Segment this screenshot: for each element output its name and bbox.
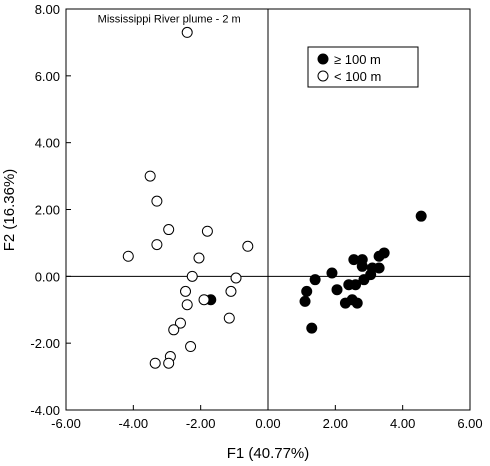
point-shallow [181,299,193,311]
x-tick-label: 4.00 [390,416,415,431]
y-tick-label: -2.00 [30,336,60,351]
point-deep [415,210,427,222]
point-deep [306,322,318,334]
x-tick-label: -4.00 [119,416,149,431]
y-tick-label: 0.00 [35,269,60,284]
y-tick-label: 6.00 [35,69,60,84]
point-shallow [225,285,237,297]
legend: ≥ 100 m < 100 m [307,46,419,88]
legend-label-deep: ≥ 100 m [334,52,381,67]
y-tick-label: 8.00 [35,2,60,17]
y-axis-title: F2 (16.36%) [1,169,18,252]
point-shallow [186,270,198,282]
legend-marker-shallow [317,70,329,82]
x-tick-label: 0.00 [255,416,280,431]
point-deep [301,285,313,297]
point-shallow [149,357,161,369]
x-tick-label: -2.00 [186,416,216,431]
point-shallow [230,272,242,284]
point-shallow [185,341,197,353]
legend-label-shallow: < 100 m [334,69,381,84]
y-tick-label: 4.00 [35,136,60,151]
point-shallow [201,225,213,237]
point-shallow [198,294,210,306]
x-tick-label: -6.00 [51,416,81,431]
point-shallow [181,26,193,38]
point-shallow [163,357,175,369]
point-deep [351,297,363,309]
y-tick-label: 2.00 [35,203,60,218]
point-deep [309,274,321,286]
point-deep [326,267,338,279]
x-axis-title: F1 (40.77%) [227,445,310,462]
point-shallow [174,317,186,329]
x-tick-label: 6.00 [457,416,482,431]
point-shallow [151,239,163,251]
point-shallow [223,312,235,324]
points-group [122,26,427,369]
point-deep [348,254,360,266]
point-shallow [193,252,205,264]
x-tick-label: 2.00 [323,416,348,431]
point-shallow [151,195,163,207]
reference-lines [66,9,470,410]
legend-marker-deep [317,53,329,65]
y-tick-label: -4.00 [30,403,60,418]
point-deep [358,274,370,286]
ticks-group: -6.00 -4.00 -2.00 0.00 2.00 4.00 6.00-4.00-2.0… [30,2,482,431]
point-deep [356,260,368,272]
point-shallow [168,324,180,336]
point-shallow [163,224,175,236]
point-shallow [144,170,156,182]
point-deep [373,250,385,262]
point-shallow [180,285,192,297]
plume-annotation: Mississippi River plume - 2 m [98,13,241,25]
point-shallow [242,240,254,252]
point-deep [299,295,311,307]
point-deep [350,279,362,291]
point-deep [331,284,343,296]
point-shallow [122,250,134,262]
